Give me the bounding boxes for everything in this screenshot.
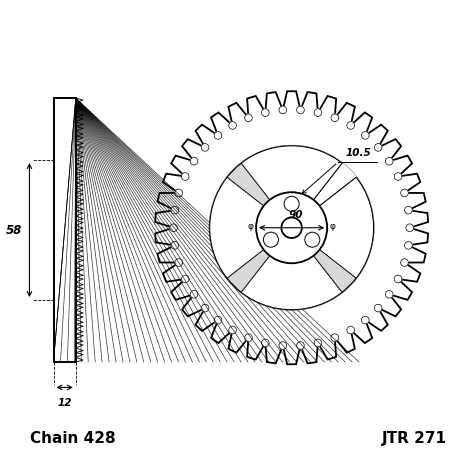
Circle shape [171, 242, 179, 249]
Circle shape [175, 259, 182, 266]
Circle shape [262, 339, 269, 346]
Circle shape [214, 316, 222, 324]
Text: 12: 12 [57, 398, 72, 408]
Text: φ: φ [248, 222, 254, 231]
Circle shape [229, 122, 237, 129]
Circle shape [297, 342, 304, 349]
Text: 90: 90 [289, 210, 303, 220]
Polygon shape [227, 250, 270, 292]
Circle shape [347, 326, 355, 334]
Circle shape [284, 196, 299, 211]
Circle shape [314, 339, 322, 346]
Circle shape [279, 106, 287, 114]
Circle shape [264, 232, 278, 247]
Text: Chain 428: Chain 428 [30, 431, 116, 446]
Circle shape [374, 144, 382, 151]
Polygon shape [241, 255, 342, 310]
Circle shape [305, 232, 320, 247]
Circle shape [171, 206, 179, 214]
Circle shape [190, 157, 198, 165]
Circle shape [401, 189, 408, 197]
Circle shape [182, 275, 189, 283]
Circle shape [406, 224, 414, 232]
Circle shape [394, 173, 402, 180]
Circle shape [394, 275, 402, 283]
Circle shape [214, 132, 222, 139]
Polygon shape [319, 177, 374, 278]
Text: JTR 271: JTR 271 [382, 431, 447, 446]
Circle shape [314, 109, 322, 117]
Circle shape [297, 106, 304, 114]
Circle shape [201, 304, 209, 312]
Circle shape [262, 109, 269, 117]
Circle shape [385, 157, 393, 165]
Circle shape [279, 342, 287, 349]
Circle shape [201, 144, 209, 151]
Circle shape [190, 291, 198, 298]
Circle shape [401, 259, 408, 266]
Polygon shape [155, 91, 428, 365]
Text: 58: 58 [6, 224, 23, 237]
Circle shape [331, 334, 338, 341]
Polygon shape [227, 163, 270, 206]
Circle shape [175, 189, 182, 197]
Polygon shape [210, 146, 374, 310]
Circle shape [210, 146, 374, 310]
Polygon shape [241, 146, 342, 200]
Circle shape [347, 122, 355, 129]
Circle shape [282, 218, 302, 238]
Circle shape [374, 304, 382, 312]
Polygon shape [210, 177, 264, 278]
Circle shape [182, 173, 189, 180]
Polygon shape [54, 98, 76, 362]
Circle shape [362, 132, 369, 139]
Circle shape [331, 114, 338, 122]
Text: 10.5: 10.5 [346, 148, 372, 158]
Circle shape [362, 316, 369, 324]
Circle shape [245, 334, 252, 341]
Circle shape [170, 224, 177, 232]
Circle shape [256, 192, 327, 263]
Circle shape [385, 291, 393, 298]
Circle shape [229, 326, 237, 334]
Text: φ: φ [329, 222, 336, 231]
Polygon shape [313, 250, 356, 292]
Circle shape [405, 206, 412, 214]
Circle shape [245, 114, 252, 122]
Circle shape [405, 242, 412, 249]
Circle shape [210, 146, 374, 310]
